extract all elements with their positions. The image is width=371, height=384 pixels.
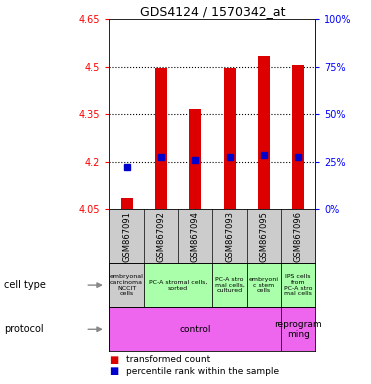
Text: protocol: protocol bbox=[4, 324, 43, 334]
Text: PC-A stromal cells,
sorted: PC-A stromal cells, sorted bbox=[149, 280, 207, 291]
Text: GSM867096: GSM867096 bbox=[294, 211, 303, 262]
Text: GSM867094: GSM867094 bbox=[191, 211, 200, 262]
Text: reprogram
ming: reprogram ming bbox=[275, 319, 322, 339]
Bar bbox=[281, 263, 315, 307]
Bar bbox=[144, 263, 212, 307]
Text: GSM867095: GSM867095 bbox=[259, 211, 268, 262]
Text: percentile rank within the sample: percentile rank within the sample bbox=[126, 367, 279, 376]
Bar bbox=[109, 307, 281, 351]
Text: transformed count: transformed count bbox=[126, 355, 210, 364]
Bar bbox=[212, 263, 247, 307]
Text: GSM867091: GSM867091 bbox=[122, 211, 131, 262]
Title: GDS4124 / 1570342_at: GDS4124 / 1570342_at bbox=[139, 5, 285, 18]
Bar bbox=[281, 307, 315, 351]
Bar bbox=[189, 109, 201, 209]
Text: control: control bbox=[180, 325, 211, 334]
Text: embryoni
c stem
cells: embryoni c stem cells bbox=[249, 277, 279, 293]
Text: PC-A stro
mal cells,
cultured: PC-A stro mal cells, cultured bbox=[214, 277, 244, 293]
Bar bbox=[258, 56, 270, 209]
Bar bbox=[292, 65, 304, 209]
Bar bbox=[247, 263, 281, 307]
Bar bbox=[121, 198, 132, 209]
Text: ■: ■ bbox=[109, 366, 119, 376]
Text: IPS cells
from
PC-A stro
mal cells: IPS cells from PC-A stro mal cells bbox=[284, 274, 312, 296]
Text: GSM867093: GSM867093 bbox=[225, 211, 234, 262]
Bar bbox=[155, 68, 167, 209]
Text: GSM867092: GSM867092 bbox=[157, 211, 165, 262]
Bar bbox=[224, 68, 236, 209]
Text: embryonal
carcinoma
NCCIT
cells: embryonal carcinoma NCCIT cells bbox=[110, 274, 144, 296]
Text: ■: ■ bbox=[109, 355, 119, 365]
Text: cell type: cell type bbox=[4, 280, 46, 290]
Bar bbox=[109, 263, 144, 307]
